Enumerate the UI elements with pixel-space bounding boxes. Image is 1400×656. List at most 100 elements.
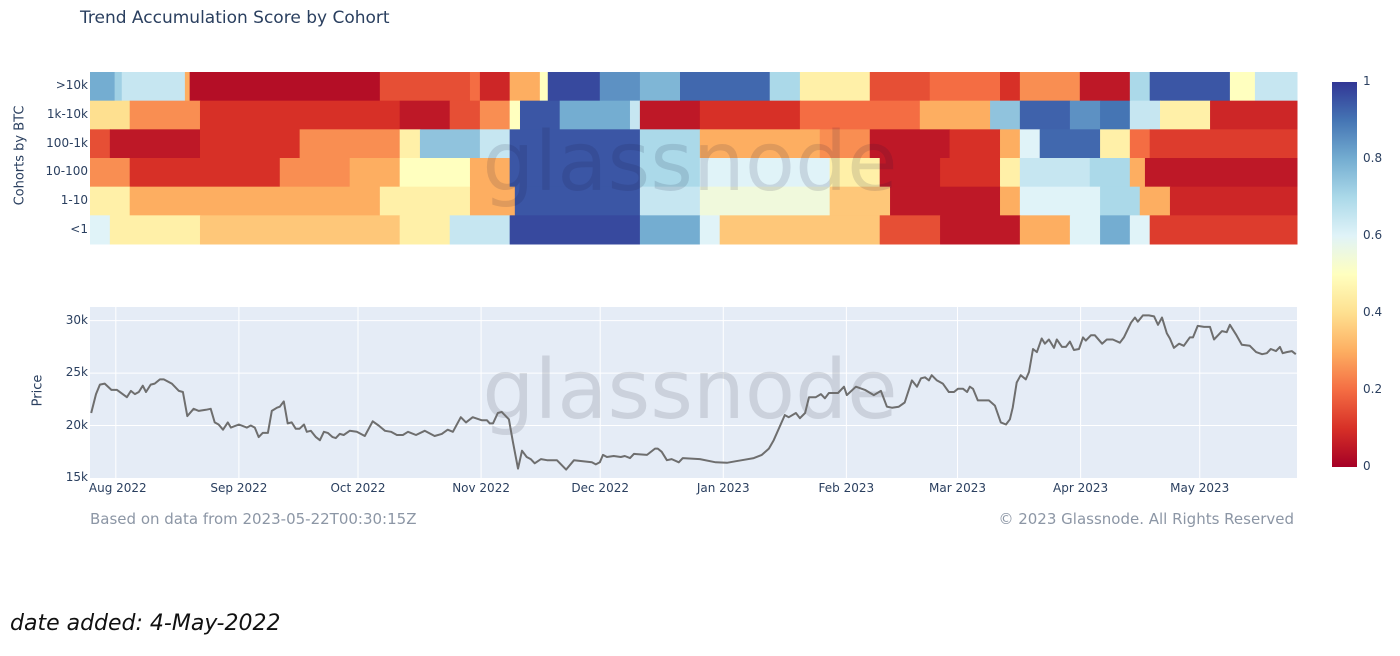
heatmap-cell bbox=[379, 186, 471, 216]
heatmap-cell bbox=[829, 158, 881, 188]
heatmap-cell bbox=[519, 100, 561, 130]
heatmap-cell bbox=[109, 129, 201, 159]
heatmap-cell bbox=[680, 72, 771, 102]
heatmap-cell bbox=[90, 186, 131, 216]
heatmap-cell bbox=[469, 158, 511, 188]
heatmap-cell bbox=[399, 100, 451, 130]
heatmap-cell bbox=[547, 72, 601, 102]
heatmap-cell bbox=[699, 100, 801, 130]
heatmap-cell bbox=[509, 72, 541, 102]
x-tick-label: Dec 2022 bbox=[571, 481, 629, 495]
heatmap-cell bbox=[184, 72, 191, 102]
heatmap-cell bbox=[1149, 72, 1231, 102]
heatmap-cell bbox=[90, 72, 116, 102]
heatmap-cell bbox=[1129, 215, 1151, 245]
heatmap-cell bbox=[449, 100, 481, 130]
heatmap-cell bbox=[1149, 215, 1298, 245]
heatmap-cell bbox=[199, 100, 401, 130]
data-source-note: Based on data from 2023-05-22T00:30:15Z bbox=[90, 510, 417, 528]
x-tick-label: Feb 2023 bbox=[818, 481, 875, 495]
heatmap-cell bbox=[1149, 129, 1298, 159]
heatmap-cell bbox=[1019, 100, 1071, 130]
heatmap-cell bbox=[699, 186, 831, 216]
heatmap-cell bbox=[479, 100, 511, 130]
heatmap-cell bbox=[399, 129, 421, 159]
heatmap-cell bbox=[940, 215, 1021, 245]
heatmap-cell bbox=[349, 158, 401, 188]
heatmap-cell bbox=[639, 158, 701, 188]
heatmap-cell bbox=[479, 129, 511, 159]
cohort-label: <1 bbox=[70, 221, 88, 236]
heatmap-cell bbox=[509, 129, 641, 159]
heatmap-cell bbox=[639, 215, 701, 245]
heatmap-cell bbox=[1000, 158, 1021, 188]
heatmap-cell bbox=[509, 100, 521, 130]
colorbar-tick-label: 0.8 bbox=[1363, 151, 1383, 165]
heatmap-cell bbox=[1019, 158, 1091, 188]
heatmap-cell bbox=[819, 129, 871, 159]
heatmap-cell bbox=[1089, 158, 1131, 188]
heatmap-cell bbox=[719, 215, 881, 245]
heatmap-cell bbox=[949, 129, 1001, 159]
colorbar-tick-label: 0 bbox=[1363, 459, 1371, 473]
heatmap-cell bbox=[629, 100, 641, 130]
heatmap-cell bbox=[940, 158, 1001, 188]
heatmap-cell bbox=[1069, 215, 1101, 245]
x-tick-label: Sep 2022 bbox=[210, 481, 268, 495]
heatmap-cell bbox=[769, 72, 801, 102]
cohort-label: >10k bbox=[55, 78, 88, 93]
cohort-label: 1-10 bbox=[60, 193, 88, 207]
copyright-note: © 2023 Glassnode. All Rights Reserved bbox=[998, 510, 1294, 528]
heatmap-cell bbox=[469, 72, 481, 102]
heatmap-cell bbox=[599, 72, 641, 102]
watermark-logo: glassnode bbox=[482, 115, 897, 210]
heatmap-cell bbox=[639, 100, 701, 130]
heatmap-cell bbox=[829, 186, 891, 216]
x-tick-label: Jan 2023 bbox=[696, 481, 750, 495]
heatmap-cell bbox=[1000, 72, 1021, 102]
heatmap-cell bbox=[559, 100, 631, 130]
heatmap-cell bbox=[121, 72, 186, 102]
heatmap-cell bbox=[1144, 158, 1298, 188]
heatmap-cell bbox=[799, 100, 921, 130]
heatmap-cell bbox=[879, 158, 941, 188]
colorbar-tick-label: 0.6 bbox=[1363, 228, 1383, 242]
heatmap-cell bbox=[1229, 72, 1256, 102]
heatmap-cell bbox=[1019, 129, 1041, 159]
heatmap-cell bbox=[199, 215, 401, 245]
heatmap-cell bbox=[90, 215, 111, 245]
heatmap bbox=[90, 72, 1298, 245]
y-tick-label: 25k bbox=[65, 365, 88, 380]
heatmap-cell bbox=[419, 129, 481, 159]
heatmap-cell bbox=[479, 72, 511, 102]
colorbar-tick-label: 1 bbox=[1363, 74, 1371, 88]
heatmap-cell bbox=[539, 72, 549, 102]
x-tick-label: Apr 2023 bbox=[1053, 481, 1109, 495]
heatmap-cell bbox=[639, 129, 701, 159]
heatmap-cell bbox=[699, 129, 821, 159]
date-added-caption: date added: 4-May-2022 bbox=[10, 611, 281, 636]
y-tick-label: 30k bbox=[65, 312, 88, 327]
heatmap-cell bbox=[129, 100, 201, 130]
heatmap-cell bbox=[129, 158, 281, 188]
heatmap-cell bbox=[299, 129, 401, 159]
heatmap-cell bbox=[129, 186, 381, 216]
heatmap-cell bbox=[890, 186, 1001, 216]
heatmap-cell bbox=[399, 215, 451, 245]
heatmap-cell bbox=[919, 100, 991, 130]
colorbar-tick-label: 0.4 bbox=[1363, 305, 1383, 319]
cohort-label: 100-1k bbox=[46, 135, 88, 150]
y-tick-label: 20k bbox=[65, 417, 88, 432]
colorbar-tick-label: 0.2 bbox=[1363, 382, 1383, 396]
x-tick-label: Mar 2023 bbox=[929, 481, 987, 495]
x-tick-label: Aug 2022 bbox=[88, 481, 147, 495]
heatmap-cell bbox=[1019, 72, 1081, 102]
y-tick-label: 15k bbox=[65, 470, 88, 484]
heatmap-cell bbox=[189, 72, 381, 102]
heatmap-cell bbox=[90, 100, 131, 130]
heatmap-cell bbox=[879, 215, 941, 245]
heatmap-cell bbox=[509, 215, 641, 245]
x-tick-label: Oct 2022 bbox=[330, 481, 386, 495]
chart-title: Trend Accumulation Score by Cohort bbox=[80, 8, 390, 28]
